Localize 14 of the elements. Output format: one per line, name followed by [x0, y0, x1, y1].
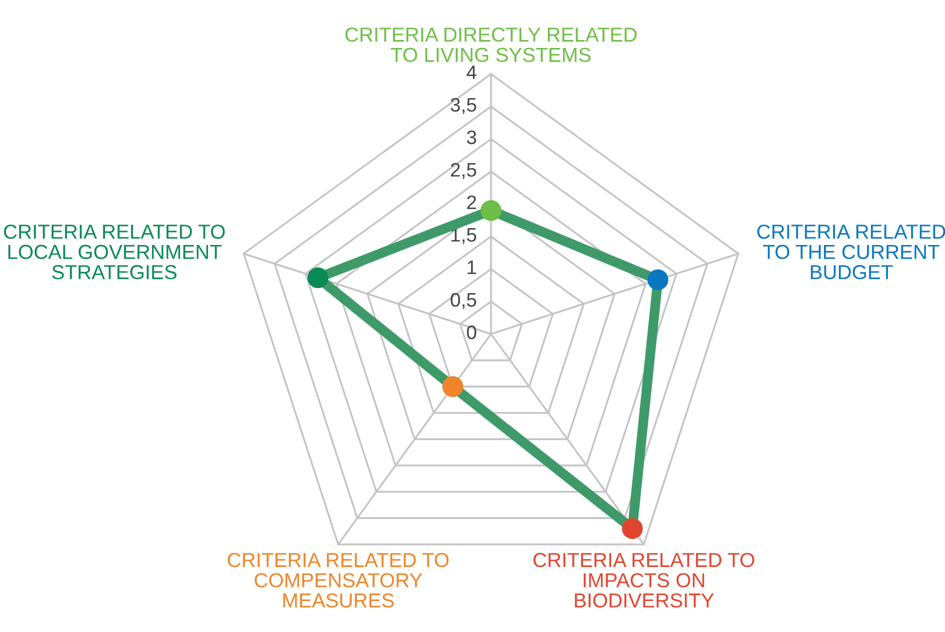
- y-tick-label: 1,5: [451, 228, 476, 244]
- y-tick-label: 1: [468, 260, 476, 274]
- y-tick-label: 4: [466, 66, 476, 80]
- spoke-label: CRITERIA RELATED TO IMPACTS ON BIODIVERSITY: [533, 552, 754, 608]
- y-tick-label: 3: [466, 130, 476, 144]
- y-tick-label: 3,5: [450, 98, 476, 114]
- spoke-label: CRITERIA RELATED TO COMPENSATORY MEASURES: [228, 552, 449, 608]
- y-tick-label: 0: [466, 325, 476, 340]
- spoke-label: CRITERIA RELATED TO THE CURRENT BUDGET: [757, 224, 945, 280]
- spoke-label: CRITERIA DIRECTLY RELATED TO LIVING SYSTEMS: [345, 28, 637, 62]
- y-tick-label: 0,5: [450, 292, 476, 310]
- y-tick-label: 2: [467, 195, 476, 210]
- spoke-label: CRITERIA RELATED TO LOCAL GOVERNMENT STRATEGIES: [4, 224, 225, 280]
- y-tick-label: 2,5: [450, 162, 476, 180]
